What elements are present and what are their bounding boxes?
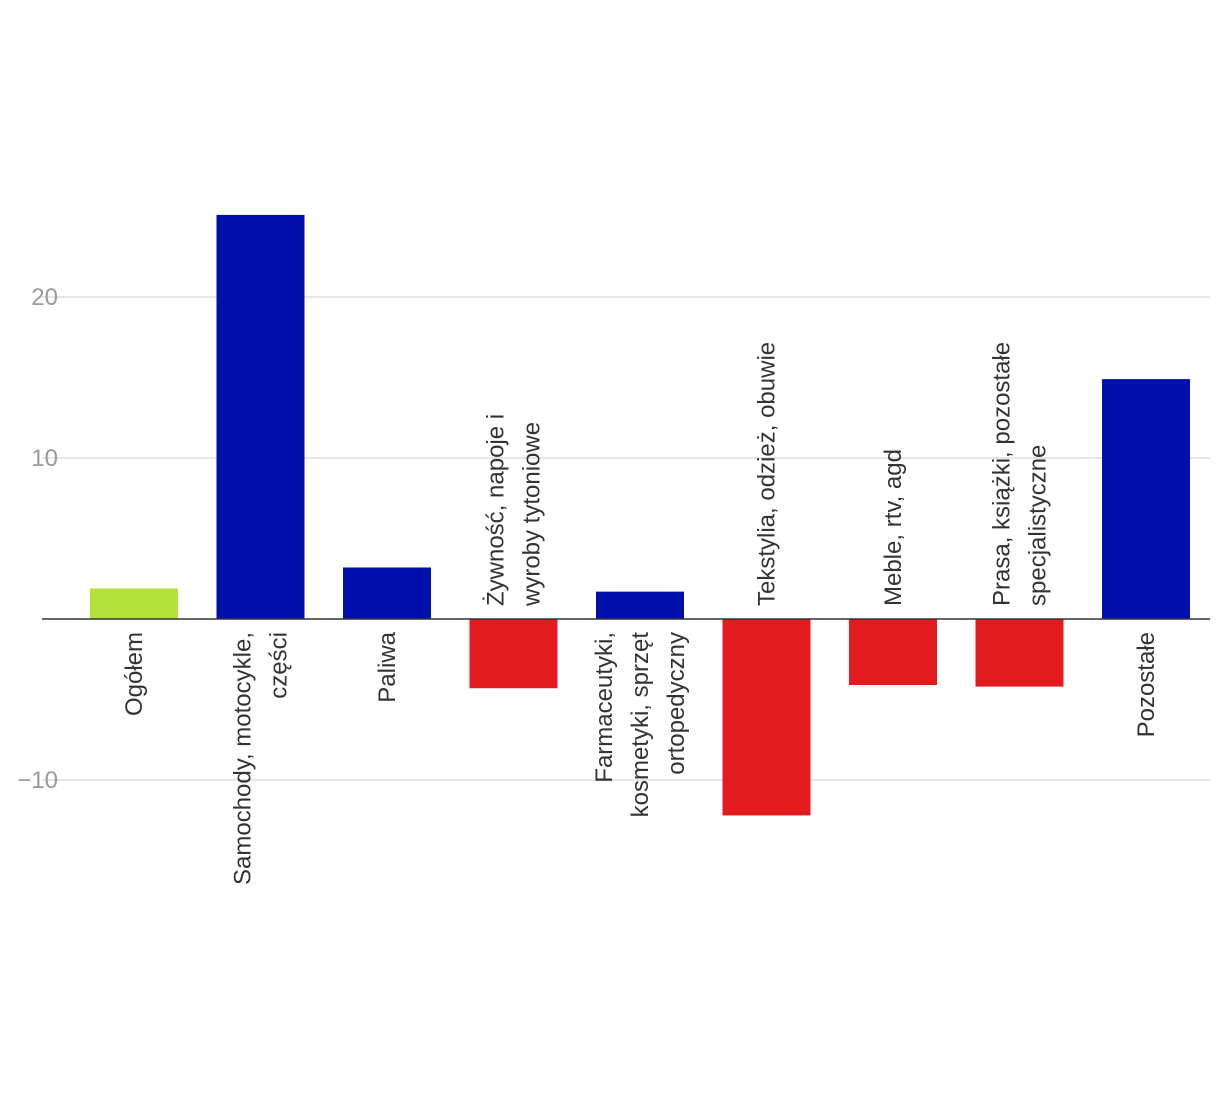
y-tick-label-2: 20	[31, 284, 58, 311]
category-label-8-line-0: Pozostałe	[1133, 632, 1160, 737]
category-label-0: Ogółem	[121, 632, 148, 716]
bar-4	[596, 591, 684, 619]
category-label-3-line-0: Żywność, napoje i	[483, 414, 510, 606]
y-tick-label-1: 10	[31, 445, 58, 472]
category-label-5-line-0: Tekstylia, odzież, obuwie	[754, 342, 781, 606]
category-label-7-line-1: specjalistyczne	[1025, 445, 1052, 606]
y-tick-label-0: −10	[17, 767, 58, 794]
y-axis-ticks: −10 10 20	[17, 284, 58, 794]
category-label-2: Paliwa	[374, 631, 401, 702]
bar-2	[343, 567, 431, 619]
category-label-4-line-2: ortopedyczny	[663, 632, 690, 775]
bar-1	[216, 214, 305, 619]
bar-6	[849, 619, 937, 686]
category-label-3-line-1: wyroby tytoniowe	[519, 422, 546, 607]
category-label-4: Farmaceutyki, kosmetyki, sprzęt ortopedycz…	[591, 632, 690, 818]
bar-7	[975, 619, 1064, 687]
category-label-6: Meble, rtv, agd	[880, 449, 907, 606]
category-label-0-line-0: Ogółem	[121, 632, 148, 716]
category-label-7: Prasa, książki, pozostałe specjalistyczne	[989, 342, 1052, 606]
category-label-3: Żywność, napoje i wyroby tytoniowe	[483, 414, 546, 607]
category-label-5: Tekstylia, odzież, obuwie	[754, 342, 781, 606]
bar-0	[90, 588, 178, 619]
category-label-1: Samochody, motocykle, części	[230, 632, 293, 885]
category-labels: Ogółem Samochody, motocykle, części Paliwa Ż…	[121, 342, 1160, 885]
category-label-2-line-0: Paliwa	[374, 631, 401, 702]
bar-5	[722, 619, 811, 816]
category-label-8: Pozostałe	[1133, 632, 1160, 737]
bars	[90, 214, 1190, 816]
bar-3	[469, 619, 558, 689]
bar-8	[1102, 379, 1190, 619]
category-label-7-line-0: Prasa, książki, pozostałe	[989, 342, 1016, 606]
category-label-1-line-1: części	[266, 632, 293, 699]
category-label-4-line-1: kosmetyki, sprzęt	[627, 632, 654, 818]
category-label-1-line-0: Samochody, motocykle,	[230, 632, 257, 885]
category-label-4-line-0: Farmaceutyki,	[591, 632, 618, 783]
category-label-6-line-0: Meble, rtv, agd	[880, 449, 907, 606]
